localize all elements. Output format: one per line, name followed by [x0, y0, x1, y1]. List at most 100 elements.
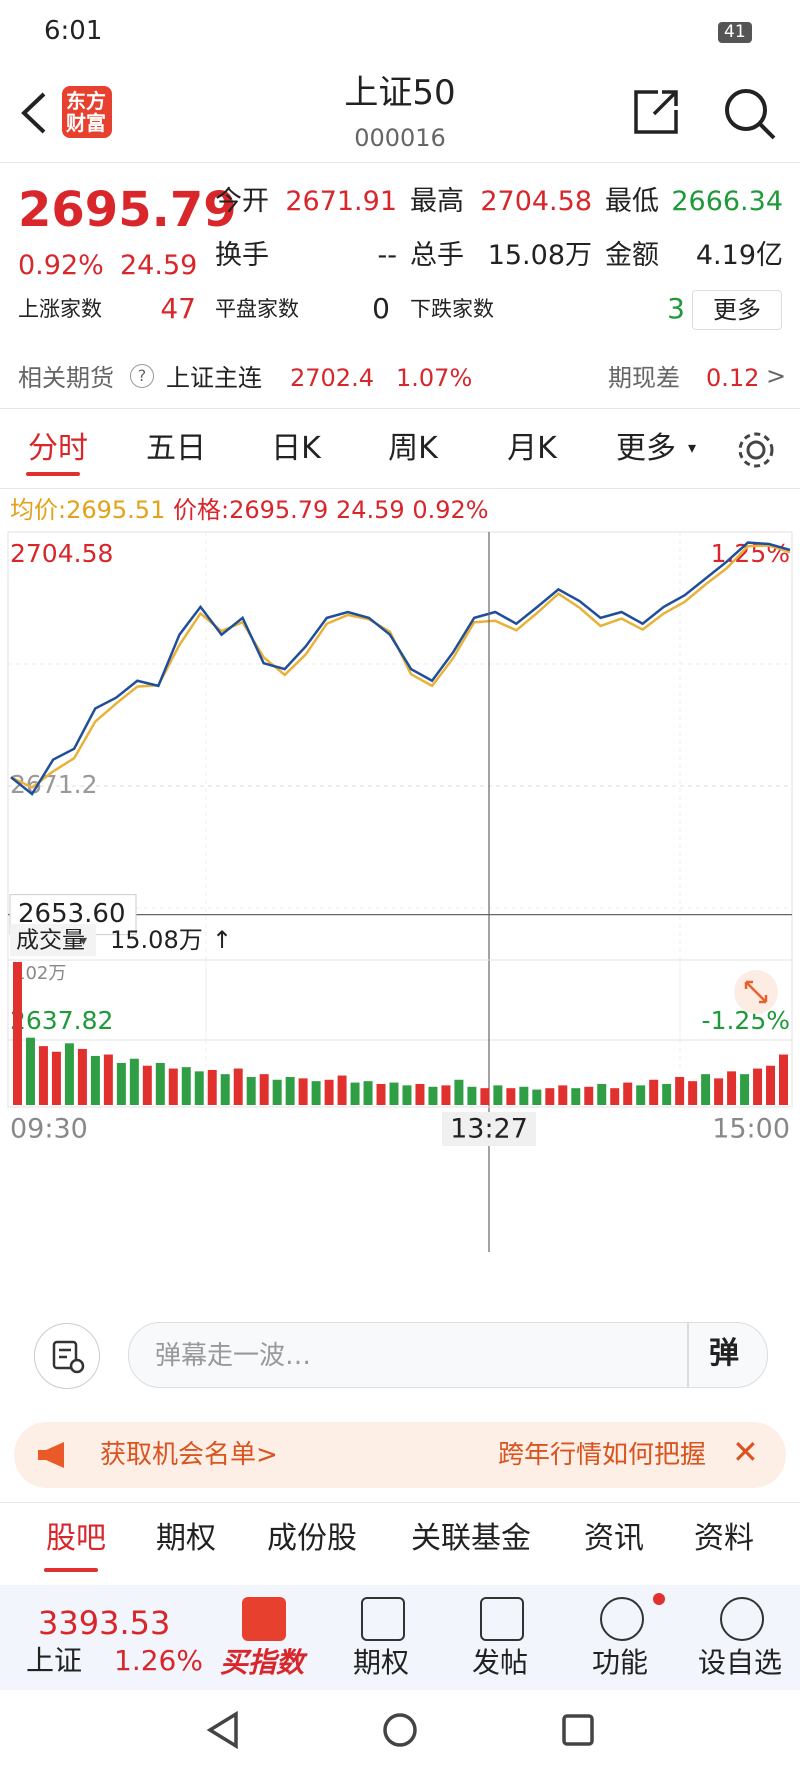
nav-icon[interactable]	[720, 1597, 764, 1641]
chart-tab[interactable]: 分时	[28, 431, 88, 466]
banner-close[interactable]: ✕	[732, 1433, 759, 1471]
price-line	[10, 544, 791, 789]
volume-bar	[727, 1071, 737, 1105]
section-tab[interactable]: 资料	[694, 1521, 754, 1556]
time-box	[442, 1112, 536, 1146]
volume-bar	[714, 1078, 724, 1105]
logo-text: 东方	[66, 89, 106, 113]
volume-bar	[324, 1079, 334, 1105]
volume-bar	[298, 1078, 308, 1105]
x-tick-label: 13:27	[450, 1114, 528, 1145]
logo-text: 财富	[66, 111, 106, 135]
field-label: 今开	[215, 186, 269, 217]
title: 上证50	[344, 73, 456, 113]
volume-bar	[493, 1085, 503, 1105]
section-tab[interactable]: 股吧	[46, 1521, 106, 1556]
divider	[0, 408, 800, 409]
field-label: 最低	[605, 186, 659, 217]
nav-icon[interactable]	[480, 1597, 524, 1641]
chart-tab[interactable]: 周K	[388, 431, 438, 466]
nav-label[interactable]: 功能	[591, 1646, 648, 1679]
more-button[interactable]: 更多	[692, 290, 782, 330]
volume-bar	[558, 1085, 568, 1105]
nav-home[interactable]	[383, 1713, 417, 1747]
app-logo[interactable]: 东方 财富	[62, 86, 112, 138]
input-divider	[687, 1323, 689, 1387]
danmaku-settings[interactable]	[34, 1323, 100, 1389]
breadth-value: 0	[372, 292, 390, 325]
nav-label[interactable]: 买指数	[219, 1646, 304, 1679]
chevron[interactable]: >	[766, 362, 787, 390]
nav-label[interactable]: 发帖	[471, 1646, 528, 1679]
volume-bar	[129, 1058, 139, 1105]
volume-bar	[25, 1037, 35, 1105]
volume-select	[10, 924, 96, 956]
avg: 2695.51	[66, 496, 166, 524]
nav-icon[interactable]	[361, 1597, 405, 1641]
volume-bar	[467, 1086, 477, 1105]
volume-bar	[402, 1085, 412, 1105]
index-name[interactable]: 上证	[26, 1644, 83, 1677]
volume-bar	[246, 1076, 256, 1105]
search-button[interactable]	[722, 86, 778, 142]
price: 2695.79	[18, 182, 237, 238]
chart-tab[interactable]: 月K	[507, 431, 557, 466]
volume-bar	[38, 1046, 48, 1105]
volume-bar	[64, 1043, 74, 1105]
volume-bar	[51, 1051, 61, 1105]
chart-tab[interactable]: 五日	[146, 431, 206, 466]
section-tab[interactable]: 资讯	[584, 1521, 644, 1556]
breadth-value: 3	[667, 292, 685, 325]
volume-bar	[207, 1069, 217, 1105]
nav-back[interactable]	[206, 1710, 238, 1750]
nav-icon[interactable]	[600, 1597, 644, 1641]
volume-bar	[415, 1083, 425, 1105]
volume-bar	[623, 1082, 633, 1105]
danmaku-input[interactable]: 弹幕走一波… 弹	[128, 1322, 768, 1388]
volume-bar	[610, 1088, 620, 1105]
breadth-label: 上涨家数	[18, 297, 102, 321]
nav-icon[interactable]	[242, 1597, 286, 1641]
banner-left: 获取机会名单>	[100, 1440, 278, 1470]
back-button[interactable]	[16, 90, 50, 136]
section-tab[interactable]: 关联基金	[411, 1521, 531, 1556]
volume-bar	[350, 1082, 360, 1105]
nav-recent[interactable]	[562, 1714, 594, 1746]
x-tick-label: 09:30	[10, 1114, 88, 1145]
nav-label[interactable]: 期权	[352, 1646, 409, 1679]
index-pct[interactable]: 1.26%	[114, 1644, 203, 1677]
volume-bar	[376, 1083, 386, 1105]
system-nav	[0, 1690, 800, 1778]
chart-tab[interactable]: 更多	[616, 431, 676, 466]
volume-bar	[194, 1071, 204, 1105]
volume-bar	[363, 1081, 373, 1105]
volume-bar	[220, 1074, 230, 1105]
danmaku-button[interactable]: 弹	[709, 1336, 739, 1371]
volume-bar	[428, 1086, 438, 1105]
chart[interactable]: 2704.582671.22637.821.25%-1.25%2653.60成交…	[0, 530, 800, 1310]
volume-title: 成交量	[16, 928, 85, 954]
section-tab[interactable]: 成份股	[267, 1521, 357, 1556]
volume-bar	[285, 1076, 295, 1105]
section-tab[interactable]: 期权	[156, 1521, 216, 1556]
volume-bar	[77, 1048, 87, 1105]
info-pct: 0.92%	[412, 496, 489, 524]
dropdown-caret[interactable]: ▾	[688, 438, 697, 457]
chart-tab[interactable]: 日K	[271, 431, 321, 466]
volume-bar	[779, 1054, 788, 1105]
info-price: 2695.79	[229, 496, 329, 524]
nav-label[interactable]: 设自选	[697, 1646, 782, 1679]
volume-bar	[506, 1088, 516, 1105]
divider	[0, 162, 800, 163]
help-icon[interactable]: ?	[130, 364, 154, 388]
settings-button[interactable]	[734, 428, 778, 472]
volume-arrow: ↑	[212, 926, 232, 954]
tab-underline	[44, 1568, 98, 1572]
basis: 0.12	[706, 364, 760, 392]
banner[interactable]: 获取机会名单> 跨年行情如何把握 ✕	[14, 1422, 786, 1488]
index-value[interactable]: 3393.53	[38, 1604, 171, 1642]
volume-bar	[753, 1068, 763, 1105]
share-button[interactable]	[632, 88, 682, 136]
info-change: 24.59	[335, 496, 405, 524]
